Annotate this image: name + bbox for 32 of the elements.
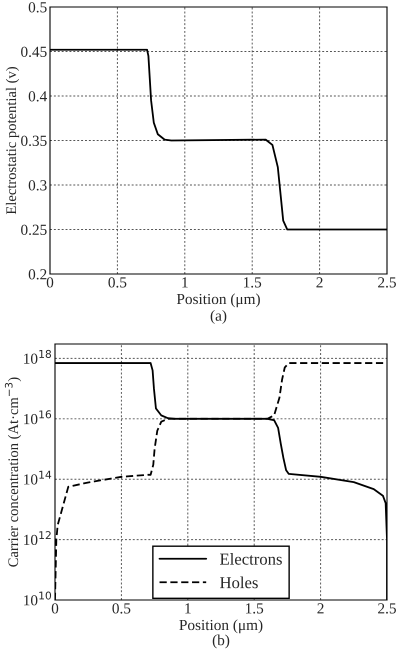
x-tick-label: 2.5 xyxy=(378,277,396,288)
legend-label: Electrons xyxy=(220,553,282,565)
y-tick-label: 10$^{10}$ xyxy=(24,592,52,606)
x-tick-label: 2 xyxy=(317,603,324,614)
y-tick-label: 0.3 xyxy=(28,180,47,191)
x-tick-label: 0 xyxy=(52,603,58,614)
legend-label: Holes xyxy=(220,576,258,588)
x-tick-label: 2.5 xyxy=(378,603,396,614)
x-axis-title: Position (μm) xyxy=(179,619,262,634)
y-tick-label: 10$^{14}$ xyxy=(24,470,52,485)
y-tick-label: 0.35 xyxy=(21,136,47,146)
y-tick-label: 0.45 xyxy=(21,46,47,58)
x-tick-label: 0.5 xyxy=(108,277,126,288)
x-tick-label: 1 xyxy=(185,603,191,614)
x-tick-label: 2 xyxy=(316,277,323,288)
y-axis-title: Electrostatic potential (v) xyxy=(6,67,20,214)
y-axis-title: Carrier concentration (At·cm$^{−3}$) xyxy=(4,377,22,567)
x-tick-label: 1.5 xyxy=(244,277,262,288)
y-tick-label: 0.5 xyxy=(28,2,47,13)
y-tick-label: 10$^{12}$ xyxy=(24,531,51,546)
text: (a) xyxy=(210,310,226,324)
y-tick-label: 0.4 xyxy=(28,91,47,102)
x-tick-label: 0.5 xyxy=(112,603,130,614)
y-tick-label: 0.2 xyxy=(28,269,46,280)
x-tick-label: 1.5 xyxy=(246,603,264,614)
x-axis-title: Position (μm) xyxy=(176,293,260,308)
x-tick-label: 0 xyxy=(46,277,54,288)
y-tick-label: 0.25 xyxy=(21,224,47,236)
y-tick-label: 10$^{16}$ xyxy=(24,410,52,424)
text: (b) xyxy=(212,634,230,648)
y-tick-label: 10$^{18}$ xyxy=(24,350,52,364)
x-tick-label: 1 xyxy=(182,277,188,288)
